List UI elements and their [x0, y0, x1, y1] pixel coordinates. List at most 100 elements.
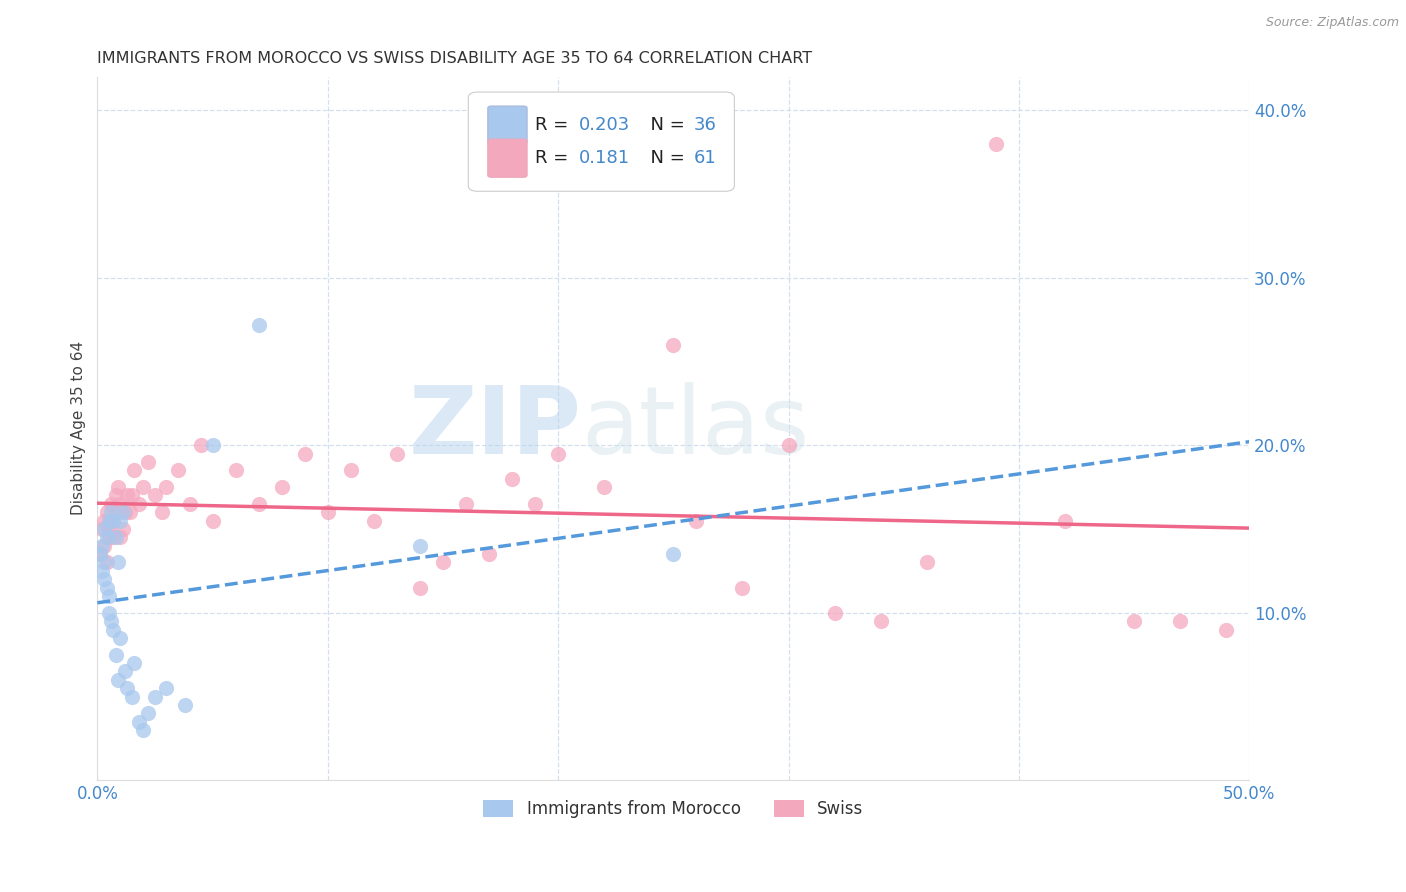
Point: [201, 438, 224, 452]
Point: [270, 480, 292, 494]
Text: R =: R =: [536, 149, 579, 167]
Point: [454, 497, 477, 511]
Point: [110, 530, 132, 544]
Point: [121, 690, 143, 704]
FancyBboxPatch shape: [468, 92, 734, 191]
Point: [93, 539, 115, 553]
Point: [117, 488, 139, 502]
Point: [93, 572, 115, 586]
Point: [97, 514, 120, 528]
Point: [117, 681, 139, 695]
Point: [190, 438, 212, 452]
Point: [409, 581, 432, 595]
Point: [150, 505, 173, 519]
Point: [93, 522, 115, 536]
Point: [128, 714, 150, 729]
Point: [100, 514, 122, 528]
Point: [155, 480, 177, 494]
Point: [136, 455, 159, 469]
Point: [385, 446, 408, 460]
Point: [824, 606, 846, 620]
Point: [91, 539, 114, 553]
Point: [103, 514, 125, 528]
Point: [96, 530, 118, 544]
Point: [316, 505, 339, 519]
Point: [97, 589, 120, 603]
Point: [167, 463, 190, 477]
Point: [93, 514, 115, 528]
Point: [247, 497, 270, 511]
Point: [104, 530, 127, 544]
Point: [110, 514, 132, 528]
Point: [110, 497, 132, 511]
Point: [107, 673, 129, 687]
Point: [97, 606, 120, 620]
Point: [247, 318, 270, 332]
Point: [111, 505, 134, 519]
Point: [132, 723, 155, 737]
Point: [121, 488, 143, 502]
Point: [104, 505, 127, 519]
Point: [179, 497, 201, 511]
Point: [104, 648, 127, 662]
Point: [778, 438, 800, 452]
Point: [96, 505, 118, 519]
Point: [685, 514, 707, 528]
Point: [103, 530, 125, 544]
Point: [915, 556, 938, 570]
Point: [114, 505, 136, 519]
Point: [103, 514, 125, 528]
Point: [96, 556, 118, 570]
Text: 36: 36: [695, 116, 717, 134]
Point: [225, 463, 247, 477]
Point: [984, 136, 1007, 151]
Text: R =: R =: [536, 116, 574, 134]
Point: [89, 547, 111, 561]
Text: IMMIGRANTS FROM MOROCCO VS SWISS DISABILITY AGE 35 TO 64 CORRELATION CHART: IMMIGRANTS FROM MOROCCO VS SWISS DISABIL…: [97, 51, 813, 66]
Point: [593, 480, 616, 494]
Y-axis label: Disability Age 35 to 64: Disability Age 35 to 64: [72, 342, 86, 516]
Point: [100, 614, 122, 628]
Point: [103, 623, 125, 637]
Point: [114, 665, 136, 679]
Text: atlas: atlas: [581, 383, 810, 475]
Point: [432, 556, 454, 570]
Point: [201, 514, 224, 528]
Point: [294, 446, 316, 460]
Point: [107, 556, 129, 570]
Legend: Immigrants from Morocco, Swiss: Immigrants from Morocco, Swiss: [477, 793, 870, 825]
Point: [107, 480, 129, 494]
Point: [155, 681, 177, 695]
Text: ZIP: ZIP: [408, 383, 581, 475]
Point: [478, 547, 501, 561]
Point: [662, 337, 685, 351]
Point: [143, 488, 166, 502]
Point: [132, 480, 155, 494]
Point: [136, 706, 159, 721]
Point: [122, 463, 145, 477]
Point: [128, 497, 150, 511]
Text: 61: 61: [695, 149, 717, 167]
Point: [869, 614, 891, 628]
Point: [547, 446, 569, 460]
Point: [96, 581, 118, 595]
Point: [174, 698, 197, 712]
Text: N =: N =: [638, 149, 690, 167]
Text: N =: N =: [638, 116, 690, 134]
Point: [100, 505, 122, 519]
Point: [97, 522, 120, 536]
Point: [91, 564, 114, 578]
FancyBboxPatch shape: [488, 106, 527, 145]
Point: [100, 497, 122, 511]
Point: [662, 547, 685, 561]
Text: 0.181: 0.181: [579, 149, 630, 167]
Point: [143, 690, 166, 704]
Point: [1123, 614, 1146, 628]
Point: [118, 505, 141, 519]
Point: [731, 581, 754, 595]
Point: [1168, 614, 1191, 628]
Point: [104, 488, 127, 502]
Point: [339, 463, 361, 477]
FancyBboxPatch shape: [488, 139, 527, 178]
Point: [1053, 514, 1076, 528]
